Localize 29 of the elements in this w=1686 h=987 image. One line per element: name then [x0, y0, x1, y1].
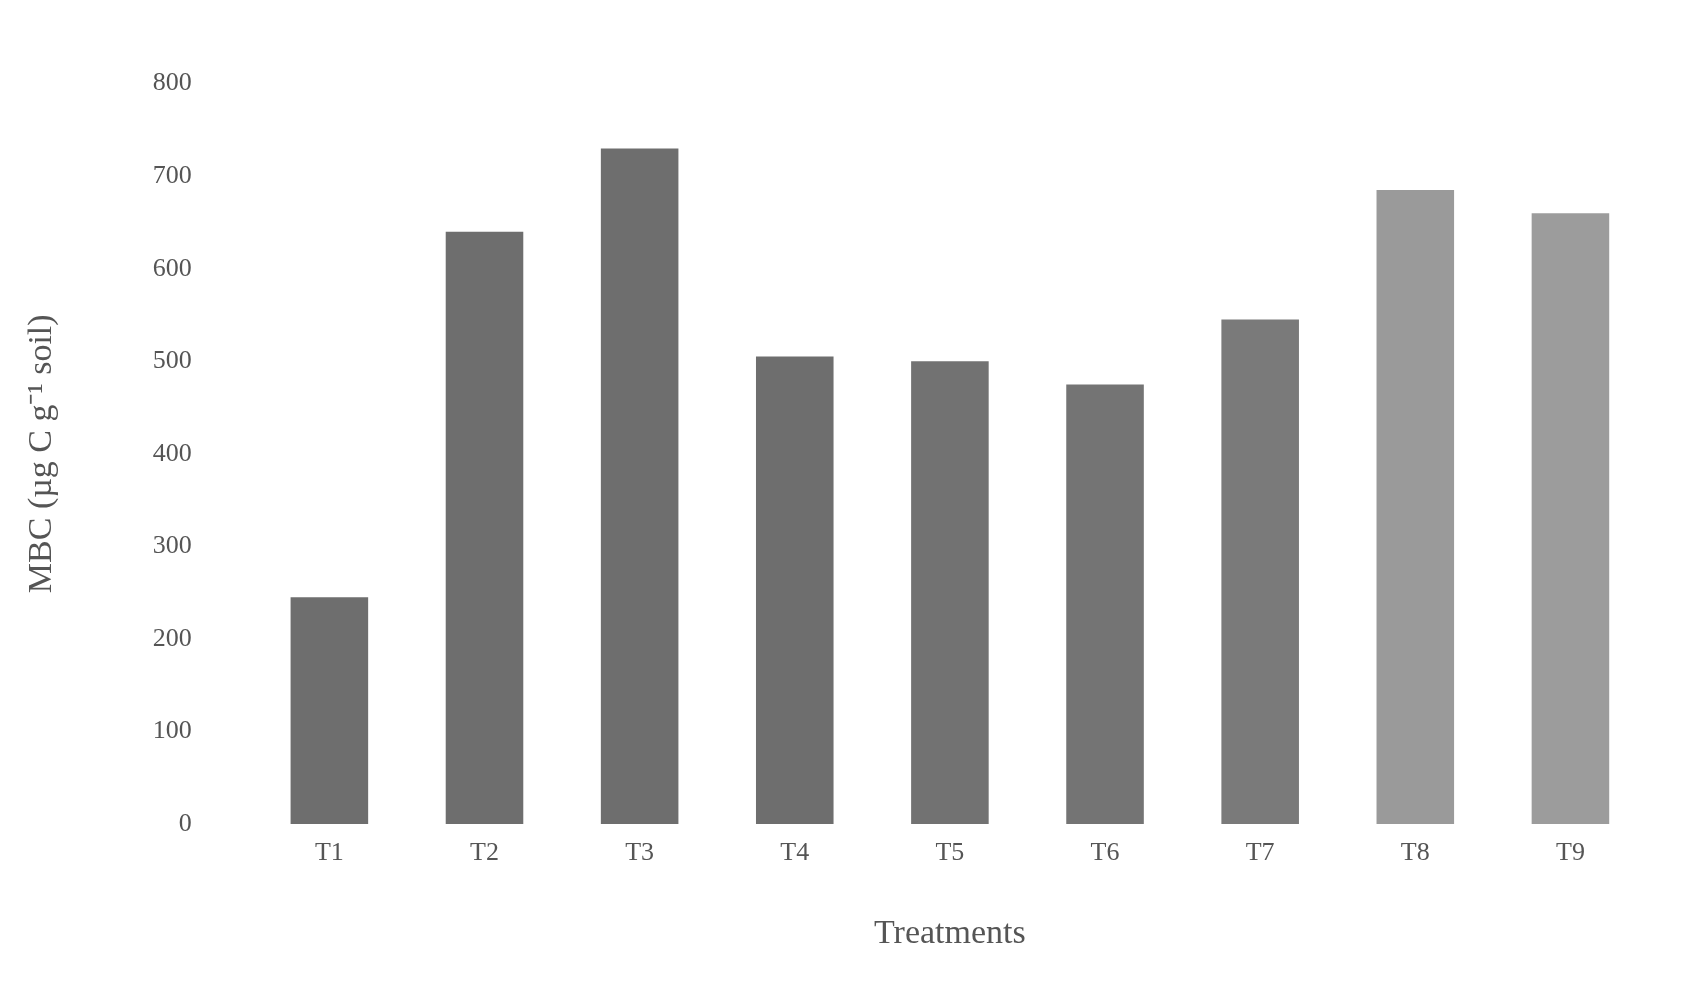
bar — [1221, 319, 1299, 824]
bar — [1376, 190, 1455, 824]
bar — [1531, 213, 1610, 824]
y-axis-title: MBC (µg C g⁻¹ soil) — [21, 314, 60, 594]
bar — [1066, 384, 1144, 824]
x-tick-label: T7 — [1245, 837, 1275, 867]
y-tick-label: 500 — [152, 345, 192, 375]
bar — [445, 231, 524, 824]
x-tick-label: T8 — [1400, 837, 1430, 867]
y-tick-label: 600 — [152, 252, 192, 282]
y-tick-label: 200 — [152, 622, 192, 652]
y-tick-label: 300 — [152, 530, 192, 560]
bar — [911, 361, 989, 824]
y-tick-label: 400 — [152, 437, 192, 467]
x-tick-label: T5 — [935, 837, 965, 867]
x-tick-label: T2 — [470, 837, 499, 867]
x-axis-title: Treatments — [874, 912, 1026, 950]
x-tick-label: T1 — [314, 837, 344, 867]
bar — [600, 148, 679, 824]
x-tick-label: T6 — [1090, 837, 1120, 867]
y-tick-label: 0 — [178, 807, 192, 837]
y-tick-label: 100 — [152, 715, 192, 745]
y-tick-label: 800 — [152, 67, 192, 97]
x-tick-label: T9 — [1555, 837, 1585, 867]
x-tick-label: T4 — [780, 837, 810, 867]
bar — [755, 356, 834, 824]
bar — [290, 597, 369, 824]
y-tick-label: 700 — [152, 159, 192, 189]
x-tick-label: T3 — [625, 837, 655, 867]
